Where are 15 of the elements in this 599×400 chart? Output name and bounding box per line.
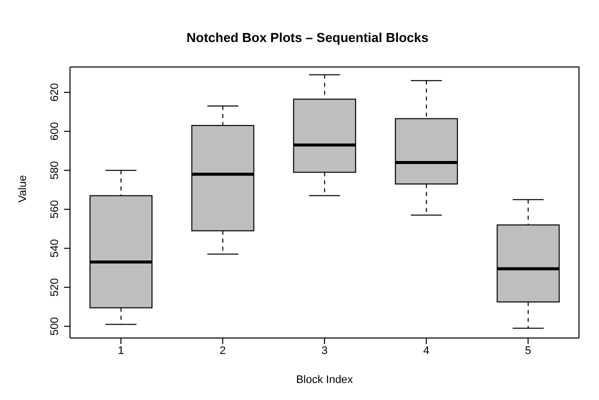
y-tick-label: 580 bbox=[49, 161, 61, 180]
y-axis-title: Value bbox=[16, 175, 29, 202]
y-tick-label: 500 bbox=[49, 317, 61, 336]
x-tick-label: 5 bbox=[525, 344, 532, 357]
y-tick-label: 560 bbox=[49, 200, 61, 219]
y-tick-label: 520 bbox=[49, 278, 61, 296]
y-tick-label: 540 bbox=[49, 239, 61, 258]
x-tick-label: 2 bbox=[220, 344, 226, 357]
y-tick-label: 620 bbox=[49, 83, 61, 102]
x-tick-label: 3 bbox=[321, 344, 328, 357]
y-tick-label: 600 bbox=[49, 122, 61, 141]
x-tick-label: 4 bbox=[423, 344, 430, 357]
x-axis-title: Block Index bbox=[296, 374, 354, 386]
chart-title: Notched Box Plots – Sequential Blocks bbox=[186, 30, 430, 45]
x-tick-label: 1 bbox=[118, 344, 124, 357]
